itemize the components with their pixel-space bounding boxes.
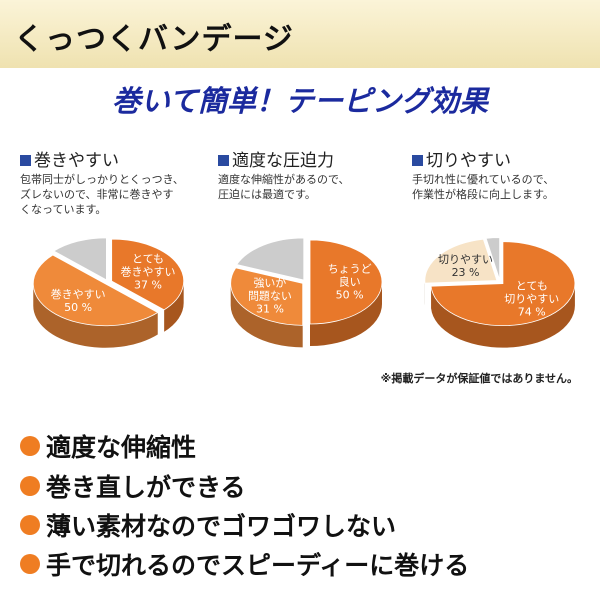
feature: 手で切れるのでスピーディーに巻ける xyxy=(20,546,469,582)
feature-text: 薄い素材なのでゴワゴワしない xyxy=(46,512,397,541)
title-square xyxy=(20,155,31,166)
title-square xyxy=(412,155,423,166)
slice-value: 31 % xyxy=(255,302,284,316)
slice-value: 50 % xyxy=(335,288,364,302)
title-text: 適度な圧迫力 xyxy=(232,151,334,171)
slice-value: 23 % xyxy=(451,266,480,280)
bullet xyxy=(20,515,40,535)
slice-label: 巻きやすい 50 % xyxy=(51,288,106,314)
slice-label: 強いが 問題ない 31 % xyxy=(248,277,292,316)
header-band: くっつくバンデージ xyxy=(0,0,600,68)
slice-category: 切りやすい xyxy=(438,253,494,267)
pie-side xyxy=(310,282,382,346)
pie-description: 適度な伸縮性があるので、 圧迫には最適です。 xyxy=(218,173,350,201)
slice-category: ちょうど 良い xyxy=(327,262,372,289)
bullet xyxy=(20,436,40,456)
subtitle: 巻いて簡単！テーピング効果 xyxy=(111,84,489,118)
feature-text: 手で切れるのでスピーディーに巻ける xyxy=(46,551,470,580)
slice-label: ちょうど 良い 50 % xyxy=(328,263,372,302)
slice-value: 74 % xyxy=(517,305,546,319)
pie-side xyxy=(431,283,575,348)
header-title: くっつくバンデージ xyxy=(14,22,294,57)
pie-slice xyxy=(53,237,107,281)
bullet xyxy=(20,476,40,496)
slice-label: とても 切りやすい 74 % xyxy=(504,280,559,319)
pie-slice xyxy=(485,237,501,280)
pie-slice xyxy=(236,237,305,281)
slice-category: 巻きやすい xyxy=(50,287,106,301)
slice-label: とても 巻きやすい 37 % xyxy=(121,252,176,291)
feature: 適度な伸縮性 xyxy=(20,428,196,464)
slice-value: 50 % xyxy=(64,300,93,314)
pie-title: 切りやすい xyxy=(412,146,511,171)
pie-side xyxy=(33,283,158,348)
feature-text: 巻き直しができる xyxy=(46,473,246,502)
slice-label: 切りやすい 23 % xyxy=(438,253,493,279)
pie-description: 包帯同士がしっかりとくっつき、 ズレないので、非常に巻きやす くなっています。 xyxy=(20,173,184,216)
slice-category: とても 巻きやすい xyxy=(120,252,176,279)
title-text: 巻きやすい xyxy=(34,151,119,171)
feature: 薄い素材なのでゴワゴワしない xyxy=(20,507,396,543)
feature: 巻き直しができる xyxy=(20,468,246,504)
bullet xyxy=(20,554,40,574)
slice-value: 37 % xyxy=(134,278,162,292)
pie-side xyxy=(230,283,303,348)
pie-slice xyxy=(111,238,185,311)
pie-slice xyxy=(309,239,383,325)
pie-slice xyxy=(33,254,159,327)
feature-text: 適度な伸縮性 xyxy=(46,433,197,462)
slice-category: 強いが 問題ない xyxy=(247,276,292,303)
title-square xyxy=(218,155,229,166)
pie-description: 手切れ性に優れているので、 作業性が格段に向上します。 xyxy=(412,173,555,201)
title-text: 切りやすい xyxy=(426,151,511,171)
slice-category: とても 切りやすい xyxy=(504,279,560,306)
pie-title: 適度な圧迫力 xyxy=(218,146,334,171)
pie-slice xyxy=(430,241,576,327)
pie-slice xyxy=(230,267,304,326)
note: ※掲載データが保証値ではありません。 xyxy=(380,372,578,385)
pie-title: 巻きやすい xyxy=(20,146,119,171)
pie-slice xyxy=(424,238,498,284)
pie-side xyxy=(164,281,184,332)
